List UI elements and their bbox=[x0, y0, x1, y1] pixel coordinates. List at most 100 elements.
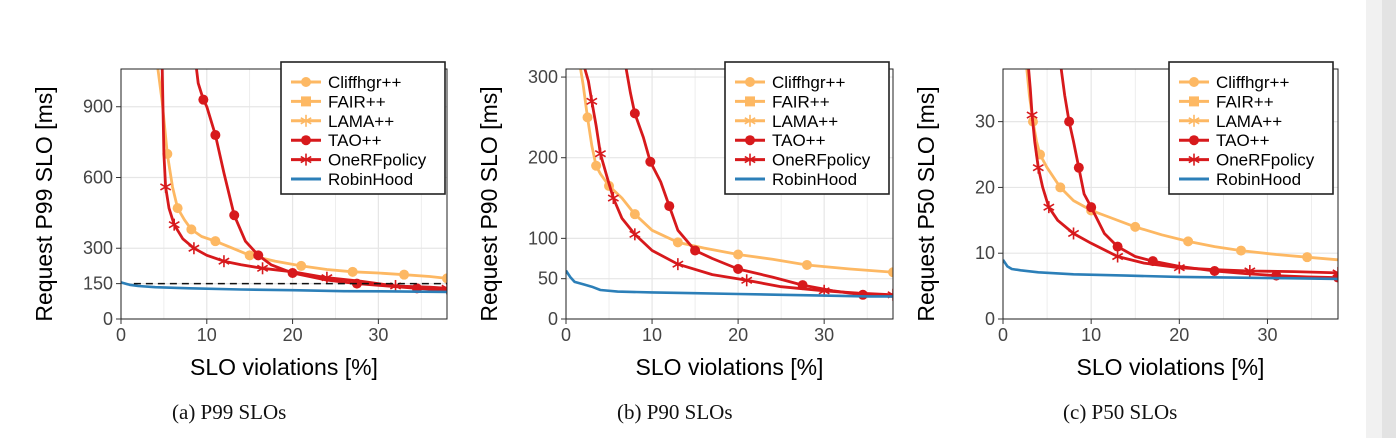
data-point-onerfpolicy bbox=[1332, 266, 1338, 279]
x-tick-label: 20 bbox=[1169, 325, 1189, 345]
data-point-cliffhgr- bbox=[1055, 182, 1066, 193]
legend-label-onerfpolicy: OneRFpolicy bbox=[772, 151, 871, 170]
series-line-robinhood bbox=[566, 269, 893, 298]
legend-label-tao-: TAO++ bbox=[772, 131, 826, 150]
legend-marker-cliffhgr- bbox=[1189, 77, 1199, 87]
data-point-onerfpolicy bbox=[672, 258, 684, 271]
caption-p99: (a) P99 SLOs bbox=[172, 400, 287, 424]
legend-label-robinhood: RobinHood bbox=[1216, 170, 1301, 189]
legend-marker-fair- bbox=[1189, 96, 1199, 107]
series-group bbox=[121, 69, 447, 295]
series-group bbox=[1003, 69, 1338, 283]
x-tick-label: 10 bbox=[197, 325, 217, 345]
legend-label-onerfpolicy: OneRFpolicy bbox=[328, 151, 427, 170]
chart-panel-3: 0 10 20 30 0 10 20 30 SLO violations [%] Request … bbox=[913, 61, 1339, 380]
x-axis-label: SLO violations [%] bbox=[190, 354, 378, 380]
data-point-cliffhgr- bbox=[1302, 252, 1313, 263]
legend-marker-fair- bbox=[745, 96, 755, 107]
y-tick-label: 30 bbox=[975, 112, 995, 132]
legend-marker-tao- bbox=[301, 135, 311, 146]
y-tick-label: 0 bbox=[985, 309, 995, 329]
scrollbar-thumb[interactable] bbox=[1382, 0, 1396, 438]
legend-label-fair-: FAIR++ bbox=[772, 92, 830, 111]
data-point-onerfpolicy bbox=[741, 274, 753, 287]
y-tick-label: 150 bbox=[83, 274, 113, 294]
data-point-onerfpolicy bbox=[168, 218, 180, 231]
data-point-cliffhgr- bbox=[591, 160, 602, 171]
data-point-onerfpolicy bbox=[1043, 201, 1055, 214]
data-point-onerfpolicy bbox=[1026, 109, 1038, 122]
legend-label-fair-: FAIR++ bbox=[328, 92, 386, 111]
data-point-tao- bbox=[253, 250, 264, 261]
series-line-cliffhgr- bbox=[156, 69, 447, 280]
data-point-tao- bbox=[1064, 116, 1075, 127]
series-line-cliffhgr- bbox=[1025, 69, 1338, 262]
y-tick-label: 50 bbox=[538, 269, 558, 289]
x-tick-label: 30 bbox=[814, 325, 834, 345]
y-tick-label: 0 bbox=[103, 309, 113, 329]
y-tick-label: 300 bbox=[83, 238, 113, 258]
data-point-tao- bbox=[229, 210, 240, 221]
data-point-tao- bbox=[645, 156, 656, 167]
data-point-tao- bbox=[1112, 241, 1123, 252]
y-axis-label: Request P50 SLO [ms] bbox=[913, 86, 939, 321]
data-point-tao- bbox=[690, 245, 701, 256]
legend-marker-lama- bbox=[300, 114, 312, 127]
data-point-onerfpolicy bbox=[1032, 161, 1044, 174]
data-point-onerfpolicy bbox=[218, 255, 230, 268]
data-point-cliffhgr- bbox=[442, 273, 447, 284]
data-point-onerfpolicy bbox=[586, 95, 598, 108]
x-tick-label: 0 bbox=[116, 325, 126, 345]
x-axis-label: SLO violations [%] bbox=[1077, 354, 1265, 380]
x-tick-label: 30 bbox=[368, 325, 388, 345]
legend-marker-onerfpolicy bbox=[744, 153, 756, 166]
legend-label-onerfpolicy: OneRFpolicy bbox=[1216, 151, 1315, 170]
legend: Cliffhgr++FAIR++LAMA++TAO++OneRFpolicyRo… bbox=[1168, 61, 1334, 195]
legend-label-cliffhgr-: Cliffhgr++ bbox=[1216, 73, 1289, 92]
data-point-cliffhgr- bbox=[1130, 221, 1141, 232]
data-point-tao- bbox=[1086, 202, 1097, 213]
legend: Cliffhgr++FAIR++LAMA++TAO++OneRFpolicyRo… bbox=[724, 61, 890, 195]
y-tick-label: 100 bbox=[528, 228, 558, 248]
series-line-robinhood bbox=[121, 281, 447, 294]
data-point-cliffhgr- bbox=[210, 236, 221, 247]
legend-label-lama-: LAMA++ bbox=[1216, 112, 1282, 131]
legend-label-lama-: LAMA++ bbox=[328, 112, 394, 131]
data-point-tao- bbox=[664, 201, 675, 212]
y-tick-label: 0 bbox=[548, 309, 558, 329]
caption-p90: (b) P90 SLOs bbox=[617, 400, 733, 424]
data-point-cliffhgr- bbox=[244, 250, 255, 261]
legend-marker-onerfpolicy bbox=[1188, 153, 1200, 166]
legend-label-cliffhgr-: Cliffhgr++ bbox=[328, 73, 401, 92]
data-point-tao- bbox=[629, 108, 640, 119]
legend-label-lama-: LAMA++ bbox=[772, 112, 838, 131]
data-point-tao- bbox=[1073, 162, 1084, 173]
data-point-cliffhgr- bbox=[582, 112, 593, 123]
data-point-onerfpolicy bbox=[256, 262, 269, 275]
data-point-onerfpolicy bbox=[629, 228, 641, 241]
data-point-onerfpolicy bbox=[441, 282, 447, 295]
legend-marker-tao- bbox=[745, 135, 755, 146]
data-point-onerfpolicy bbox=[594, 147, 607, 160]
legend-label-robinhood: RobinHood bbox=[328, 170, 413, 189]
data-point-cliffhgr- bbox=[1236, 245, 1247, 256]
x-tick-label: 10 bbox=[642, 325, 662, 345]
data-point-cliffhgr- bbox=[629, 209, 640, 220]
y-tick-label: 600 bbox=[83, 167, 113, 187]
series-group bbox=[566, 69, 893, 301]
data-point-tao- bbox=[198, 94, 209, 105]
legend-label-robinhood: RobinHood bbox=[772, 170, 857, 189]
legend-label-cliffhgr-: Cliffhgr++ bbox=[772, 73, 845, 92]
data-point-cliffhgr- bbox=[801, 259, 812, 270]
data-point-cliffhgr- bbox=[347, 266, 358, 277]
y-tick-label: 300 bbox=[528, 67, 558, 87]
data-point-onerfpolicy bbox=[188, 242, 200, 255]
x-tick-label: 20 bbox=[728, 325, 748, 345]
data-point-cliffhgr- bbox=[296, 260, 307, 271]
legend-label-tao-: TAO++ bbox=[1216, 131, 1270, 150]
legend-marker-cliffhgr- bbox=[301, 77, 311, 87]
data-point-onerfpolicy bbox=[1067, 227, 1080, 240]
data-point-cliffhgr- bbox=[1183, 236, 1194, 247]
